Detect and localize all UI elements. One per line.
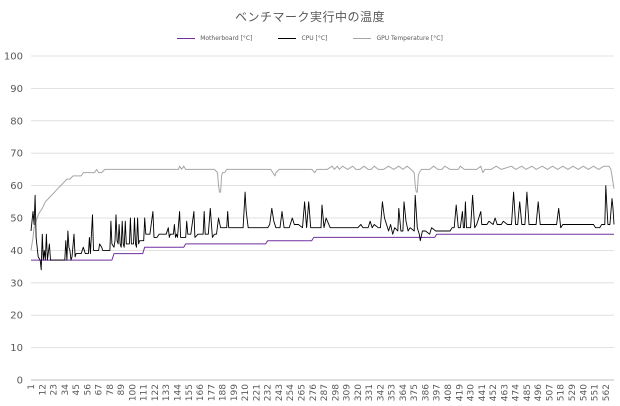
x-tick-label-177: 177 — [207, 384, 217, 401]
y-tick-label-0: 0 — [17, 376, 23, 387]
legend-item-cpu: CPU [°C] — [278, 35, 327, 42]
x-tick-label-276: 276 — [309, 384, 319, 401]
y-tick-label-30: 30 — [10, 278, 23, 289]
y-tick-label-50: 50 — [10, 214, 23, 225]
x-tick-label-419: 419 — [455, 384, 465, 401]
x-tick-label-309: 309 — [343, 384, 353, 401]
series-line-gpu — [30, 165, 615, 251]
y-tick-label-80: 80 — [10, 116, 23, 127]
x-tick-label-100: 100 — [128, 384, 138, 401]
x-tick-label-474: 474 — [512, 384, 522, 401]
x-tick-label-452: 452 — [489, 384, 499, 401]
x-tick-label-331: 331 — [365, 384, 375, 401]
x-tick-label-364: 364 — [399, 384, 409, 401]
series-line-motherboard — [31, 233, 614, 261]
x-tick-label-397: 397 — [433, 384, 443, 401]
x-tick-label-265: 265 — [297, 384, 307, 401]
legend-swatch-motherboard — [177, 38, 196, 39]
y-tick-label-70: 70 — [10, 149, 23, 160]
x-tick-label-34: 34 — [61, 384, 71, 396]
x-tick-label-342: 342 — [376, 384, 386, 401]
x-tick-label-540: 540 — [579, 384, 589, 401]
x-tick-label-122: 122 — [151, 384, 161, 401]
x-tick-label-518: 518 — [557, 384, 567, 401]
legend-item-gpu: GPU Temperature [°C] — [353, 35, 443, 42]
x-tick-label-562: 562 — [602, 384, 612, 401]
x-tick-label-221: 221 — [252, 384, 262, 401]
x-tick-label-1: 1 — [27, 384, 37, 390]
x-tick-label-386: 386 — [421, 384, 431, 401]
chart-title: ベンチマーク実行中の温度 — [234, 10, 385, 24]
x-tick-label-507: 507 — [545, 384, 555, 401]
y-tick-label-90: 90 — [10, 84, 23, 95]
x-tick-label-496: 496 — [534, 384, 544, 401]
y-tick-label-20: 20 — [10, 311, 23, 322]
x-tick-label-188: 188 — [219, 384, 229, 401]
y-tick-label-60: 60 — [10, 181, 23, 192]
legend-label-gpu: GPU Temperature [°C] — [376, 35, 443, 42]
legend-label-cpu: CPU [°C] — [301, 35, 328, 42]
x-tick-label-45: 45 — [72, 384, 82, 395]
legend-item-motherboard: Motherboard [°C] — [177, 35, 252, 42]
x-tick-label-23: 23 — [50, 384, 60, 395]
y-tick-label-40: 40 — [10, 246, 23, 257]
x-tick-label-243: 243 — [275, 384, 285, 401]
x-tick-label-67: 67 — [95, 384, 105, 395]
x-tick-label-551: 551 — [591, 384, 601, 401]
x-tick-label-144: 144 — [174, 384, 184, 401]
x-tick-label-210: 210 — [241, 384, 251, 401]
legend-swatch-cpu — [278, 38, 297, 39]
x-tick-label-111: 111 — [140, 384, 150, 401]
series-line-cpu — [30, 185, 615, 271]
x-tick-label-375: 375 — [410, 384, 420, 401]
x-tick-label-78: 78 — [106, 384, 116, 396]
x-tick-label-353: 353 — [388, 384, 398, 401]
x-tick-label-155: 155 — [185, 384, 195, 401]
x-tick-label-287: 287 — [320, 384, 330, 401]
x-tick-label-320: 320 — [354, 384, 364, 401]
x-tick-label-199: 199 — [230, 384, 240, 401]
x-tick-label-298: 298 — [331, 384, 341, 401]
y-tick-label-10: 10 — [10, 343, 23, 354]
x-tick-label-232: 232 — [264, 384, 274, 401]
legend-label-motherboard: Motherboard [°C] — [200, 35, 253, 42]
x-tick-label-56: 56 — [83, 384, 93, 396]
legend: Motherboard [°C] CPU [°C] GPU Temperatur… — [0, 35, 620, 42]
x-tick-label-485: 485 — [523, 384, 533, 401]
x-tick-label-408: 408 — [444, 384, 454, 401]
x-tick-label-254: 254 — [286, 384, 296, 401]
x-tick-label-166: 166 — [196, 384, 206, 401]
y-tick-label-100: 100 — [4, 52, 23, 63]
x-tick-label-12: 12 — [38, 384, 48, 395]
legend-swatch-gpu — [353, 38, 372, 39]
x-tick-label-529: 529 — [568, 384, 578, 401]
x-tick-label-463: 463 — [500, 384, 510, 401]
x-tick-label-441: 441 — [478, 384, 488, 401]
x-tick-label-430: 430 — [467, 384, 477, 401]
x-tick-label-89: 89 — [117, 384, 127, 396]
x-tick-label-133: 133 — [162, 384, 172, 401]
